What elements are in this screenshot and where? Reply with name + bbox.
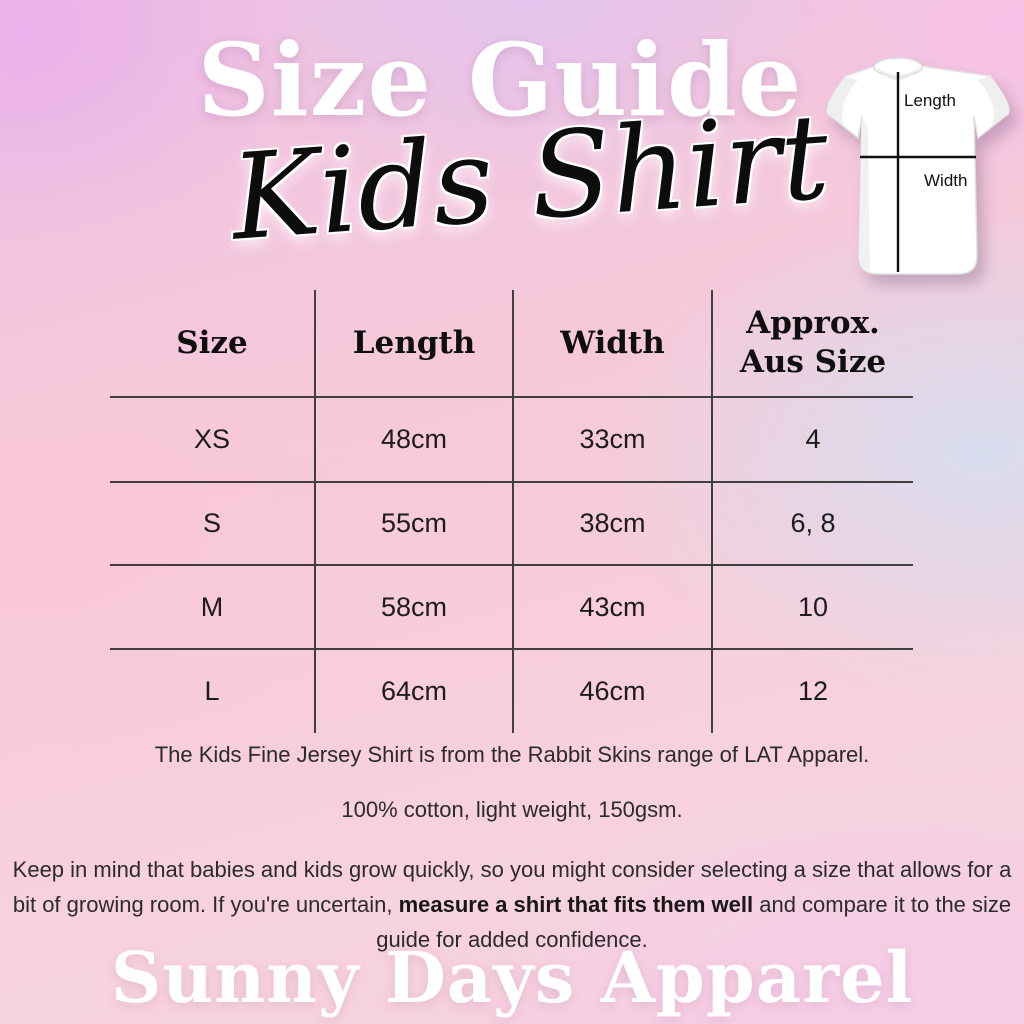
table-cell-length: 58cm <box>316 564 514 648</box>
table-cell-length: 55cm <box>316 481 514 564</box>
table-cell-size: XS <box>110 396 316 481</box>
table-cell-size: S <box>110 481 316 564</box>
table-cell-width: 33cm <box>514 396 713 481</box>
brand-name: Sunny Days Apparel <box>110 936 914 1019</box>
tshirt-icon <box>826 57 1010 275</box>
table-cell-length: 64cm <box>316 648 514 733</box>
table-cell-size: L <box>110 648 316 733</box>
table-cell-width: 46cm <box>514 648 713 733</box>
page-title: Size Guide <box>197 21 803 139</box>
length-label: Length <box>904 91 956 110</box>
table-cell-aus: 12 <box>713 648 913 733</box>
table-cell-width: 43cm <box>514 564 713 648</box>
column-header-aus-size: Approx. Aus Size <box>739 305 887 380</box>
sizing-advice-pre: Keep in mind that babies and kids grow q… <box>12 857 1012 918</box>
table-cell-aus: 10 <box>713 564 913 648</box>
column-header-width: Width <box>514 290 713 396</box>
note-fabric-source: The Kids Fine Jersey Shirt is from the R… <box>154 742 870 767</box>
tshirt-measurement-diagram: Length Width <box>826 57 1010 275</box>
table-cell-width: 38cm <box>514 481 713 564</box>
table-cell-length: 48cm <box>316 396 514 481</box>
note-fabric-details: 100% cotton, light weight, 150gsm. <box>341 797 683 822</box>
table-cell-aus: 6, 8 <box>713 481 913 564</box>
column-header-size: Size <box>110 290 316 396</box>
table-cell-size: M <box>110 564 316 648</box>
size-table: Size Length Width Approx. Aus Size XS 48… <box>110 290 913 733</box>
note-sizing-advice: Keep in mind that babies and kids grow q… <box>12 852 1012 958</box>
table-cell-aus: 4 <box>713 396 913 481</box>
width-label: Width <box>924 171 967 190</box>
sizing-advice-post: and compare it to the size guide for add… <box>376 892 1012 953</box>
sizing-advice-bold: measure a shirt that fits them well <box>398 892 754 918</box>
column-header-length: Length <box>316 290 514 396</box>
